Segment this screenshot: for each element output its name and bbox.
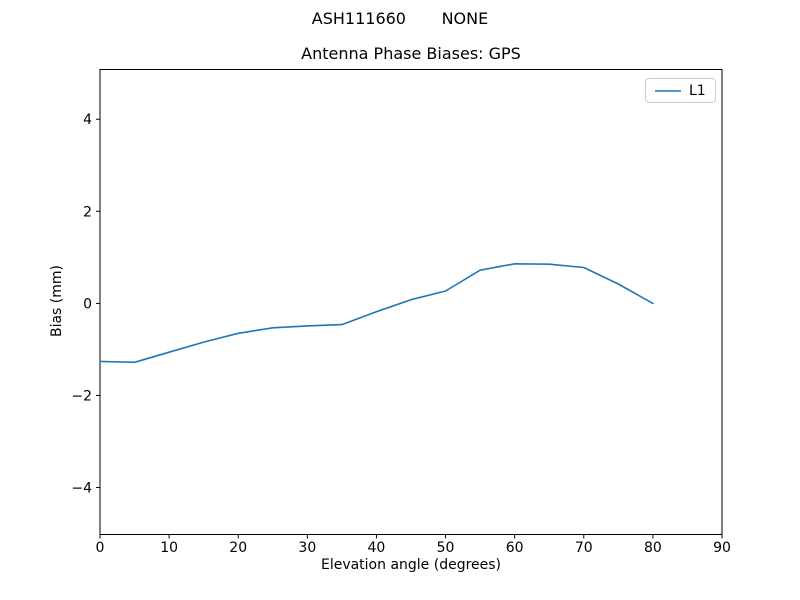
x-tick-label: 90 <box>713 540 731 556</box>
y-tick-label: 4 <box>83 112 92 128</box>
series-line-l1 <box>99 262 654 364</box>
y-axis-label: Bias (mm) <box>49 264 65 338</box>
axes-frame <box>99 69 723 535</box>
axes-title: Antenna Phase Biases: GPS <box>301 44 521 63</box>
x-tick-label: 30 <box>298 540 316 556</box>
x-axis-label: Elevation angle (degrees) <box>320 557 502 573</box>
x-tick-label: 70 <box>575 540 593 556</box>
y-tick-label: −2 <box>71 388 92 404</box>
x-tick-label: 20 <box>229 540 247 556</box>
legend: L1 <box>645 78 716 103</box>
x-tick-label: 80 <box>644 540 662 556</box>
y-tick-label: 2 <box>83 204 92 220</box>
y-tick-label: −4 <box>71 481 92 497</box>
figure-suptitle: ASH111660 NONE <box>311 9 489 28</box>
y-tick-label: 0 <box>83 296 92 312</box>
x-tick-label: 0 <box>96 540 105 556</box>
x-tick-label: 40 <box>368 540 386 556</box>
legend-label: L1 <box>689 82 706 99</box>
legend-line-sample <box>655 89 681 92</box>
x-tick-label: 10 <box>160 540 178 556</box>
x-tick-label: 50 <box>437 540 455 556</box>
x-tick-label: 60 <box>506 540 524 556</box>
